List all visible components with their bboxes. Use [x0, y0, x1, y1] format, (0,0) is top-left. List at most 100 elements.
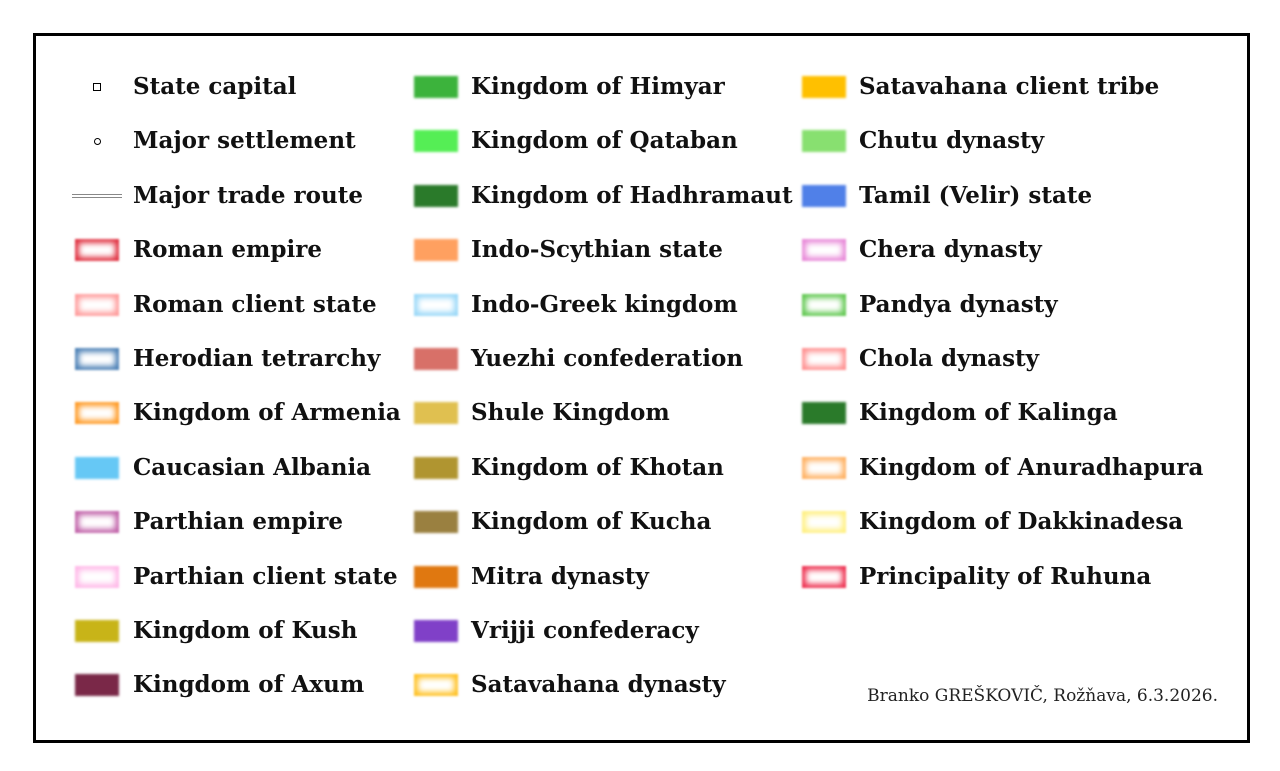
legend-label: Kingdom of Anuradhapura	[859, 453, 1204, 481]
legend-item: Kingdom of Qataban	[414, 121, 834, 161]
legend-item: Parthian empire	[75, 502, 495, 542]
legend-item: Tamil (Velir) state	[802, 176, 1222, 216]
legend-label: Indo-Scythian state	[471, 236, 723, 264]
legend-swatch	[414, 76, 458, 98]
legend-label: State capital	[133, 73, 297, 100]
legend-swatch	[75, 348, 119, 370]
legend-label: Herodian tetrarchy	[133, 345, 381, 372]
legend-label: Chera dynasty	[859, 236, 1042, 264]
legend-label: Kingdom of Qataban	[471, 127, 738, 155]
legend-label: Chola dynasty	[859, 345, 1040, 372]
legend-item: Kingdom of Armenia	[75, 393, 495, 433]
legend-label: Kingdom of Dakkinadesa	[859, 508, 1184, 536]
legend-item: Satavahana dynasty	[414, 665, 834, 705]
legend-label: Kingdom of Kalinga	[859, 399, 1118, 427]
legend-swatch	[414, 565, 458, 588]
legend-item: Yuezhi confederation	[414, 339, 834, 379]
legend-swatch	[75, 293, 119, 316]
legend-swatch	[414, 674, 458, 697]
legend-swatch	[802, 293, 846, 316]
legend-item: Caucasian Albania	[75, 448, 495, 488]
legend-item: Roman client state	[75, 285, 495, 325]
legend-label: Parthian empire	[133, 508, 343, 536]
legend-item: Major settlement	[75, 121, 495, 161]
legend-swatch	[414, 239, 458, 262]
legend-frame	[33, 33, 1250, 743]
legend-label: Yuezhi confederation	[471, 345, 744, 372]
legend-item: Chutu dynasty	[802, 121, 1222, 161]
legend-label: Roman empire	[133, 236, 322, 264]
legend-item: Parthian client state	[75, 557, 495, 597]
legend-label: Mitra dynasty	[471, 562, 649, 590]
legend-swatch	[414, 511, 458, 534]
legend-item: Kingdom of Khotan	[414, 448, 834, 488]
legend-swatch	[414, 402, 458, 425]
legend-label: Kingdom of Himyar	[471, 73, 725, 100]
legend-label: Chutu dynasty	[859, 127, 1045, 155]
legend-item: State capital	[75, 67, 495, 107]
legend-item: Vrijji confederacy	[414, 611, 834, 651]
legend-swatch	[802, 402, 846, 425]
legend-swatch	[802, 184, 846, 207]
legend-label: Principality of Ruhuna	[859, 562, 1152, 590]
legend-swatch	[75, 239, 119, 262]
legend-swatch	[802, 76, 846, 98]
legend-swatch	[75, 402, 119, 425]
legend-label: Tamil (Velir) state	[859, 181, 1093, 209]
legend-item: Pandya dynasty	[802, 285, 1222, 325]
legend-label: Vrijji confederacy	[471, 617, 699, 644]
legend-label: Kingdom of Axum	[133, 671, 365, 699]
legend-swatch	[93, 83, 101, 91]
legend-item: Kingdom of Kalinga	[802, 393, 1222, 433]
legend-label: Kingdom of Kucha	[471, 508, 712, 536]
legend-swatch	[414, 348, 458, 370]
legend-item: Roman empire	[75, 230, 495, 270]
legend-label: Major trade route	[133, 181, 363, 209]
legend-item: Satavahana client tribe	[802, 67, 1222, 107]
legend-swatch	[802, 565, 846, 588]
legend-label: Caucasian Albania	[133, 453, 372, 481]
legend-swatch	[414, 184, 458, 207]
legend-item: Kingdom of Himyar	[414, 67, 834, 107]
legend-swatch	[802, 348, 846, 370]
legend-item: Chera dynasty	[802, 230, 1222, 270]
legend-swatch	[72, 193, 122, 198]
legend-item: Shule Kingdom	[414, 393, 834, 433]
legend-item: Chola dynasty	[802, 339, 1222, 379]
legend-label: Major settlement	[133, 127, 356, 155]
legend-item: Indo-Greek kingdom	[414, 285, 834, 325]
legend-swatch	[414, 620, 458, 642]
legend-swatch	[802, 456, 846, 479]
credit: Branko GREŠKOVIČ, Rožňava, 6.3.2026.	[867, 686, 1218, 706]
legend-label: Parthian client state	[133, 562, 398, 590]
legend-swatch	[802, 511, 846, 534]
legend-label: Satavahana dynasty	[471, 671, 726, 699]
legend-item: Indo-Scythian state	[414, 230, 834, 270]
legend-item: Kingdom of Axum	[75, 665, 495, 705]
legend-label: Kingdom of Hadhramaut	[471, 181, 793, 209]
legend-item: Major trade route	[72, 176, 495, 216]
legend-swatch	[75, 620, 119, 642]
legend-label: Pandya dynasty	[859, 290, 1058, 318]
legend-swatch	[802, 130, 846, 153]
legend-label: Shule Kingdom	[471, 399, 670, 427]
legend-item: Principality of Ruhuna	[802, 557, 1222, 597]
legend-item: Mitra dynasty	[414, 557, 834, 597]
legend-label: Roman client state	[133, 290, 377, 318]
legend-label: Indo-Greek kingdom	[471, 290, 738, 318]
legend-swatch	[75, 456, 119, 479]
legend-item: Kingdom of Hadhramaut	[414, 176, 834, 216]
legend-swatch	[414, 293, 458, 316]
legend-item: Kingdom of Dakkinadesa	[802, 502, 1222, 542]
legend-swatch	[75, 511, 119, 534]
legend-swatch	[75, 674, 119, 697]
legend-item: Kingdom of Kucha	[414, 502, 834, 542]
legend-swatch	[802, 239, 846, 262]
legend-label: Satavahana client tribe	[859, 73, 1160, 100]
legend-item: Kingdom of Kush	[75, 611, 495, 651]
legend-swatch	[94, 138, 101, 146]
legend-swatch	[414, 130, 458, 153]
legend-swatch	[75, 565, 119, 588]
legend-label: Kingdom of Khotan	[471, 453, 724, 481]
